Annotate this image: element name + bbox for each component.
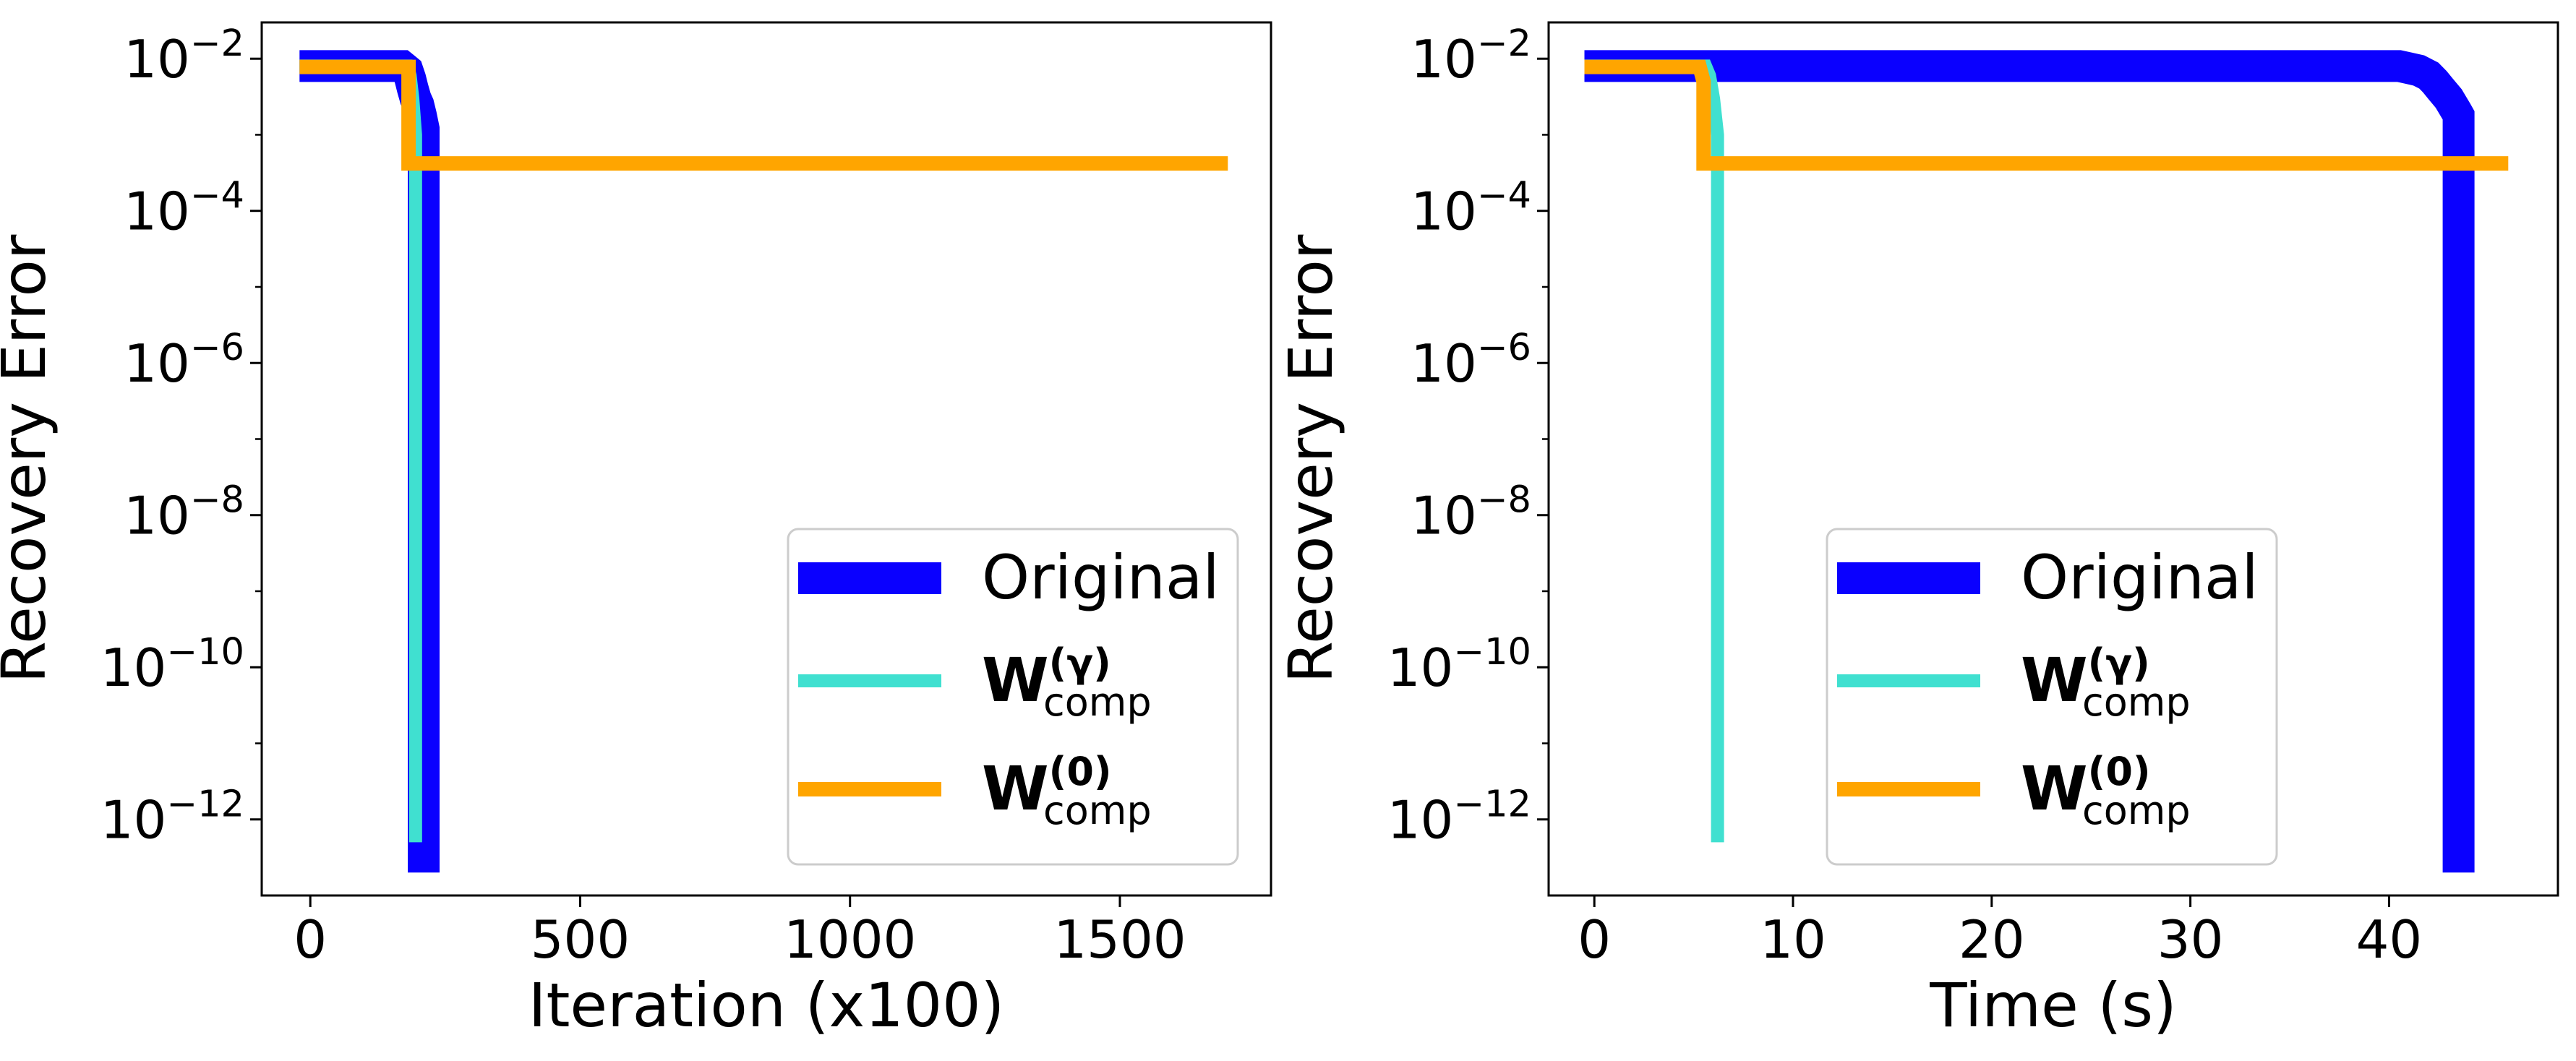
legend-label-1: Original [982,542,1220,613]
series-line-1 [1584,50,2475,873]
y-tick-label: 10−6 [124,327,244,394]
x-tick-label: 1500 [1053,909,1186,970]
y-tick-label: 10−6 [1411,327,1531,394]
x-tick-label: 20 [1959,909,2025,970]
y-axis-label: Recovery Error [1275,234,1346,683]
x-tick-label: 0 [294,909,327,970]
x-tick-label: 30 [2157,909,2224,970]
y-tick-label: 10−8 [1411,479,1531,546]
series-line-3 [299,59,1228,171]
x-tick-label: 10 [1760,909,1826,970]
legend-label-1: Original [2021,542,2259,613]
y-tick-label: 10−2 [1411,22,1531,90]
legend-label-2: W(γ) comp [982,640,1152,725]
x-tick-label: 1000 [784,909,916,970]
chart-panel-2: 0 10 20 30 40 10−2 10−4 10−6 10−8 10−10 10−12 Time … [1275,21,2559,1041]
y-tick-label: 10−4 [124,175,244,242]
x-tick-label: 500 [531,909,630,970]
series-group [1584,50,2509,873]
y-tick-label: 10−4 [1411,175,1531,242]
y-tick-label: 10−12 [1387,783,1531,851]
series-group [299,50,1228,873]
legend-frame [1826,528,2278,866]
y-tick-label: 10−12 [100,783,244,851]
y-tick-label: 10−2 [124,22,244,90]
legend: Original W(γ) comp W(0) comp [787,528,1239,866]
x-axis-label: Time (s) [1929,970,2177,1041]
y-tick-label: 10−8 [124,479,244,546]
legend-frame [787,528,1239,866]
series-line-2 [299,59,422,843]
axes-frame [1547,21,2559,897]
x-axis-label: Iteration (x100) [529,970,1005,1041]
axes-frame [260,21,1272,897]
series-line-2 [1584,59,1724,843]
y-axis-label: Recovery Error [0,234,59,683]
x-tick-label: 0 [1578,909,1611,970]
legend-label-3: W(0) comp [982,749,1152,833]
legend: Original W(γ) comp W(0) comp [1826,528,2278,866]
x-tick-label: 40 [2356,909,2423,970]
series-line-1 [299,50,440,873]
legend-label-3: W(0) comp [2021,749,2191,833]
legend-label-2: W(γ) comp [2021,640,2191,725]
chart-panel-1: 0 500 1000 1500 10−2 10−4 10−6 10−8 10−10 10−12 It… [0,21,1272,1041]
y-tick-label: 10−10 [1387,631,1531,698]
y-tick-label: 10−10 [100,631,244,698]
series-line-3 [1584,59,2509,171]
